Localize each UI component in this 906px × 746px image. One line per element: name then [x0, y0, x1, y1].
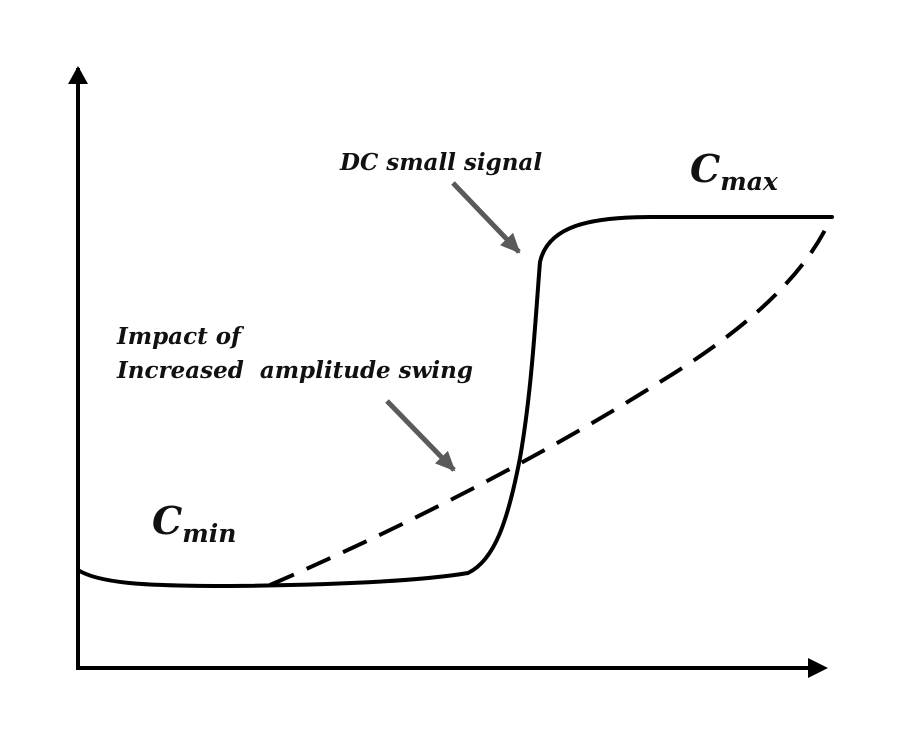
c-min-subscript: min — [182, 519, 236, 548]
amplitude-swing-arrow — [385, 399, 456, 472]
c-max-base: C — [690, 146, 720, 191]
c-min-label: Cmin — [152, 498, 236, 548]
increased-amplitude-swing-curve — [269, 219, 832, 587]
c-min-base: C — [152, 498, 182, 543]
dc-small-signal-curve — [76, 215, 834, 589]
dc-small-signal-label: DC small signal — [339, 149, 542, 176]
c-max-label: Cmax — [690, 146, 779, 196]
impact-label-line2: Increased amplitude swing — [116, 357, 473, 384]
y-axis-arrowhead — [68, 66, 88, 84]
x-axis-arrowhead — [808, 658, 828, 678]
axes — [68, 66, 828, 678]
dc-small-signal-arrow — [451, 181, 521, 254]
impact-label-line1: Impact of — [116, 323, 245, 350]
c-max-subscript: max — [720, 167, 779, 196]
